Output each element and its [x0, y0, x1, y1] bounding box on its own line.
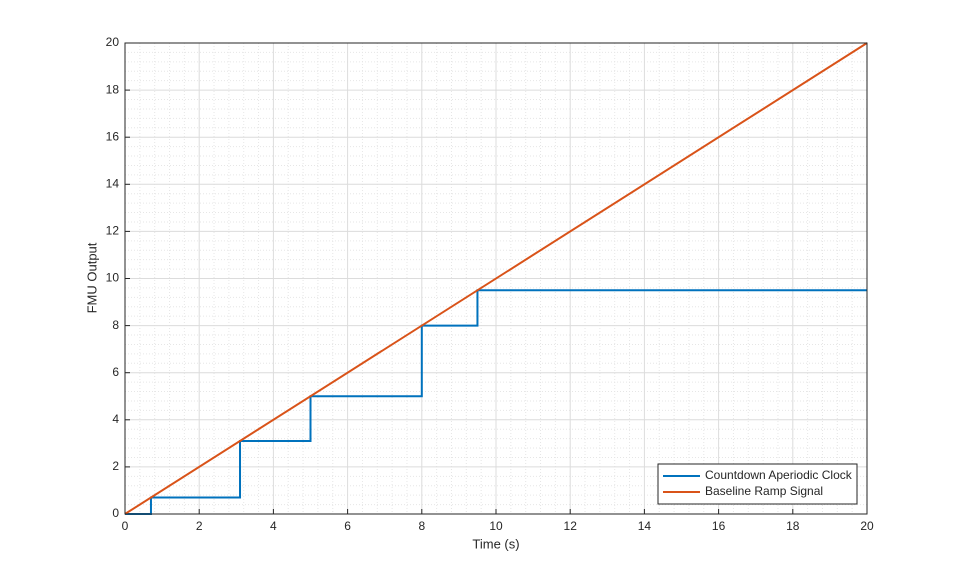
x-tick-label: 4 — [270, 519, 277, 533]
x-tick-label: 10 — [489, 519, 503, 533]
x-tick-label: 0 — [122, 519, 129, 533]
y-tick-label: 10 — [106, 271, 120, 285]
y-tick-label: 14 — [106, 176, 120, 190]
x-tick-label: 20 — [860, 519, 874, 533]
legend-label: Countdown Aperiodic Clock — [705, 468, 853, 482]
x-tick-label: 18 — [786, 519, 800, 533]
x-tick-label: 6 — [344, 519, 351, 533]
x-tick-label: 8 — [418, 519, 425, 533]
legend-label: Baseline Ramp Signal — [705, 484, 823, 498]
x-tick-label: 14 — [638, 519, 652, 533]
x-tick-label: 2 — [196, 519, 203, 533]
x-tick-label: 12 — [564, 519, 578, 533]
x-axis-label: Time (s) — [472, 536, 519, 551]
y-tick-label: 0 — [112, 506, 119, 520]
y-tick-label: 8 — [112, 318, 119, 332]
y-tick-label: 16 — [106, 129, 120, 143]
axes-box — [124, 42, 868, 515]
legend-box — [657, 463, 858, 505]
y-tick-label: 12 — [106, 224, 120, 238]
y-tick-label: 6 — [112, 365, 119, 379]
y-tick-label: 18 — [106, 82, 120, 96]
series-line — [125, 289, 867, 515]
series-line — [124, 42, 868, 515]
y-axis-label: FMU Output — [84, 242, 99, 313]
x-tick-label: 16 — [712, 519, 726, 533]
y-tick-label: 20 — [106, 35, 120, 49]
y-tick-label: 2 — [112, 459, 119, 473]
y-tick-label: 4 — [112, 412, 119, 426]
